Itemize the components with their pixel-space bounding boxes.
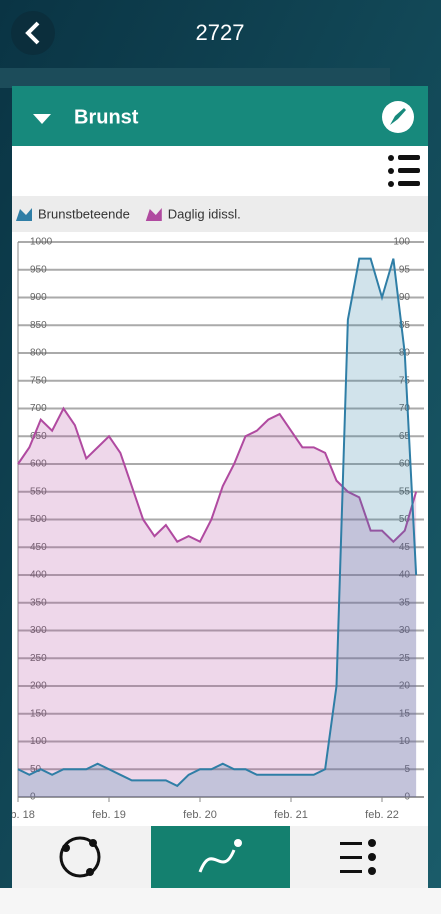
y2-tick-label: 70 xyxy=(399,403,411,414)
y-tick-label: 950 xyxy=(30,264,47,275)
legend-label: Brunstbeteende xyxy=(38,206,130,221)
card-title: Brunst xyxy=(74,106,139,128)
line xyxy=(17,257,418,788)
area xyxy=(18,408,417,797)
legend-bar xyxy=(12,196,428,232)
rocket-icon xyxy=(390,108,406,125)
y2-tick-label: 30 xyxy=(399,625,411,636)
tab-icon-dot xyxy=(89,839,97,847)
y-tick-label: 850 xyxy=(30,320,47,331)
tab-icon-dot xyxy=(62,844,70,852)
chart: 0501001502002503003504004505005506006507… xyxy=(1,206,424,821)
y-tick-label: 400 xyxy=(30,570,47,581)
y-tick-label: 300 xyxy=(30,625,47,636)
y-tick-label: 450 xyxy=(30,542,47,553)
header-title: 2727 xyxy=(196,20,245,45)
y-tick-label: 900 xyxy=(30,292,47,303)
y2-tick-label: 40 xyxy=(399,570,411,581)
x-tick-label: feb. 22 xyxy=(365,809,399,821)
collapse-icon[interactable] xyxy=(33,114,51,124)
legend-icon xyxy=(16,208,32,221)
y2-tick-label: 100 xyxy=(393,237,410,248)
y2-tick-label: 20 xyxy=(399,681,411,692)
y2-tick-label: 15 xyxy=(399,708,411,719)
y2-tick-label: 85 xyxy=(399,320,411,331)
y-tick-label: 200 xyxy=(30,681,47,692)
y2-tick-label: 60 xyxy=(399,459,411,470)
legend-icon xyxy=(145,208,162,221)
back-icon xyxy=(25,21,40,45)
x-tick-label: feb. 19 xyxy=(92,809,126,821)
x-tick-label: feb. 21 xyxy=(274,809,308,821)
y-tick-label: 650 xyxy=(30,431,47,442)
tab-icon-chart xyxy=(198,849,236,873)
y2-tick-label: 10 xyxy=(399,736,411,747)
chart-bg xyxy=(12,232,428,826)
x-tick-label: feb. 18 xyxy=(1,809,35,821)
nav-bar xyxy=(0,888,441,914)
y-tick-label: 600 xyxy=(30,459,47,470)
y2-tick-label: 55 xyxy=(399,486,411,497)
y2-tick-label: 50 xyxy=(399,514,411,525)
y-tick-label: 700 xyxy=(30,403,47,414)
x-tick-label: feb. 20 xyxy=(183,809,217,821)
toolbar xyxy=(12,146,428,196)
y-tick-label: 50 xyxy=(30,764,42,775)
tab-icon-dot xyxy=(234,839,242,847)
tab-active[interactable] xyxy=(151,826,290,888)
tab-icon-cycle[interactable] xyxy=(59,836,101,878)
tab-icon-dot xyxy=(86,868,94,876)
line xyxy=(17,406,418,544)
plot xyxy=(17,257,418,797)
y2-tick-label: 90 xyxy=(399,292,411,303)
y2-tick-label: 95 xyxy=(399,264,411,275)
y2-tick-label: 5 xyxy=(404,764,410,775)
y-tick-label: 250 xyxy=(30,653,47,664)
area xyxy=(18,258,417,797)
y-tick-label: 100 xyxy=(30,736,47,747)
y2-tick-label: 35 xyxy=(399,597,411,608)
card-stack xyxy=(0,68,390,88)
y-tick-label: 150 xyxy=(30,708,47,719)
y2-tick-label: 45 xyxy=(399,542,411,553)
y2-tick-label: 65 xyxy=(399,431,411,442)
y-tick-label: 550 xyxy=(30,486,47,497)
y-tick-label: 800 xyxy=(30,348,47,359)
y-tick-label: 750 xyxy=(30,375,47,386)
back-button[interactable] xyxy=(11,11,55,55)
legend-label: Daglig idissl. xyxy=(168,206,241,221)
tab-icon-list[interactable] xyxy=(340,839,376,875)
y-tick-label: 500 xyxy=(30,514,47,525)
menu-icon[interactable] xyxy=(388,155,420,187)
y-tick-label: 1000 xyxy=(30,237,53,248)
y-tick-label: 350 xyxy=(30,597,47,608)
y2-tick-label: 25 xyxy=(399,653,411,664)
y2-tick-label: 75 xyxy=(399,375,411,386)
card-header xyxy=(12,86,428,146)
